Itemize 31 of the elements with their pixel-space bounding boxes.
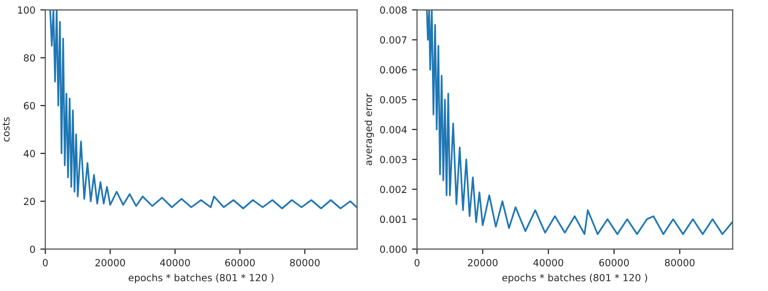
x-tick-label: 0 xyxy=(414,258,420,266)
x-tick-label: 20000 xyxy=(95,258,126,266)
y-tick-label: 0.002 xyxy=(380,186,406,194)
y-tick-label: 0.000 xyxy=(380,246,407,253)
x-axis-title: epochs * batches (801 * 120 ) xyxy=(502,274,648,284)
x-tick-label: 40000 xyxy=(160,258,190,266)
y-tick-label: 40 xyxy=(24,150,35,158)
line-series xyxy=(426,10,733,235)
y-tick-label: 20 xyxy=(24,198,35,206)
x-tick-label: 80000 xyxy=(664,258,695,266)
y-tick-label: 0.001 xyxy=(380,216,406,224)
y-tick-label: 0.008 xyxy=(380,6,407,14)
x-tick-label: 60000 xyxy=(599,258,629,266)
y-tick-label: 80 xyxy=(24,54,35,62)
x-tick-label: 60000 xyxy=(225,258,255,266)
line-series xyxy=(49,10,358,210)
x-tick-label: 0 xyxy=(42,258,48,266)
x-tick-label: 80000 xyxy=(290,258,320,266)
y-tick-label: 100 xyxy=(18,6,35,14)
x-tick-label: 40000 xyxy=(533,258,564,266)
y-tick-label: 60 xyxy=(24,102,35,110)
y-tick-label: 0.007 xyxy=(380,36,406,44)
y-axis-title: averaged error xyxy=(364,93,374,166)
y-tick-label: 0 xyxy=(30,246,35,253)
y-tick-label: 0.006 xyxy=(380,66,407,74)
y-tick-label: 0.004 xyxy=(380,126,407,134)
x-tick-label: 20000 xyxy=(468,258,498,266)
x-axis-title: epochs * batches (801 * 120 ) xyxy=(128,274,274,284)
y-tick-label: 0.005 xyxy=(380,96,406,104)
y-tick-label: 0.003 xyxy=(380,156,407,164)
y-axis-title: costs xyxy=(2,117,10,142)
